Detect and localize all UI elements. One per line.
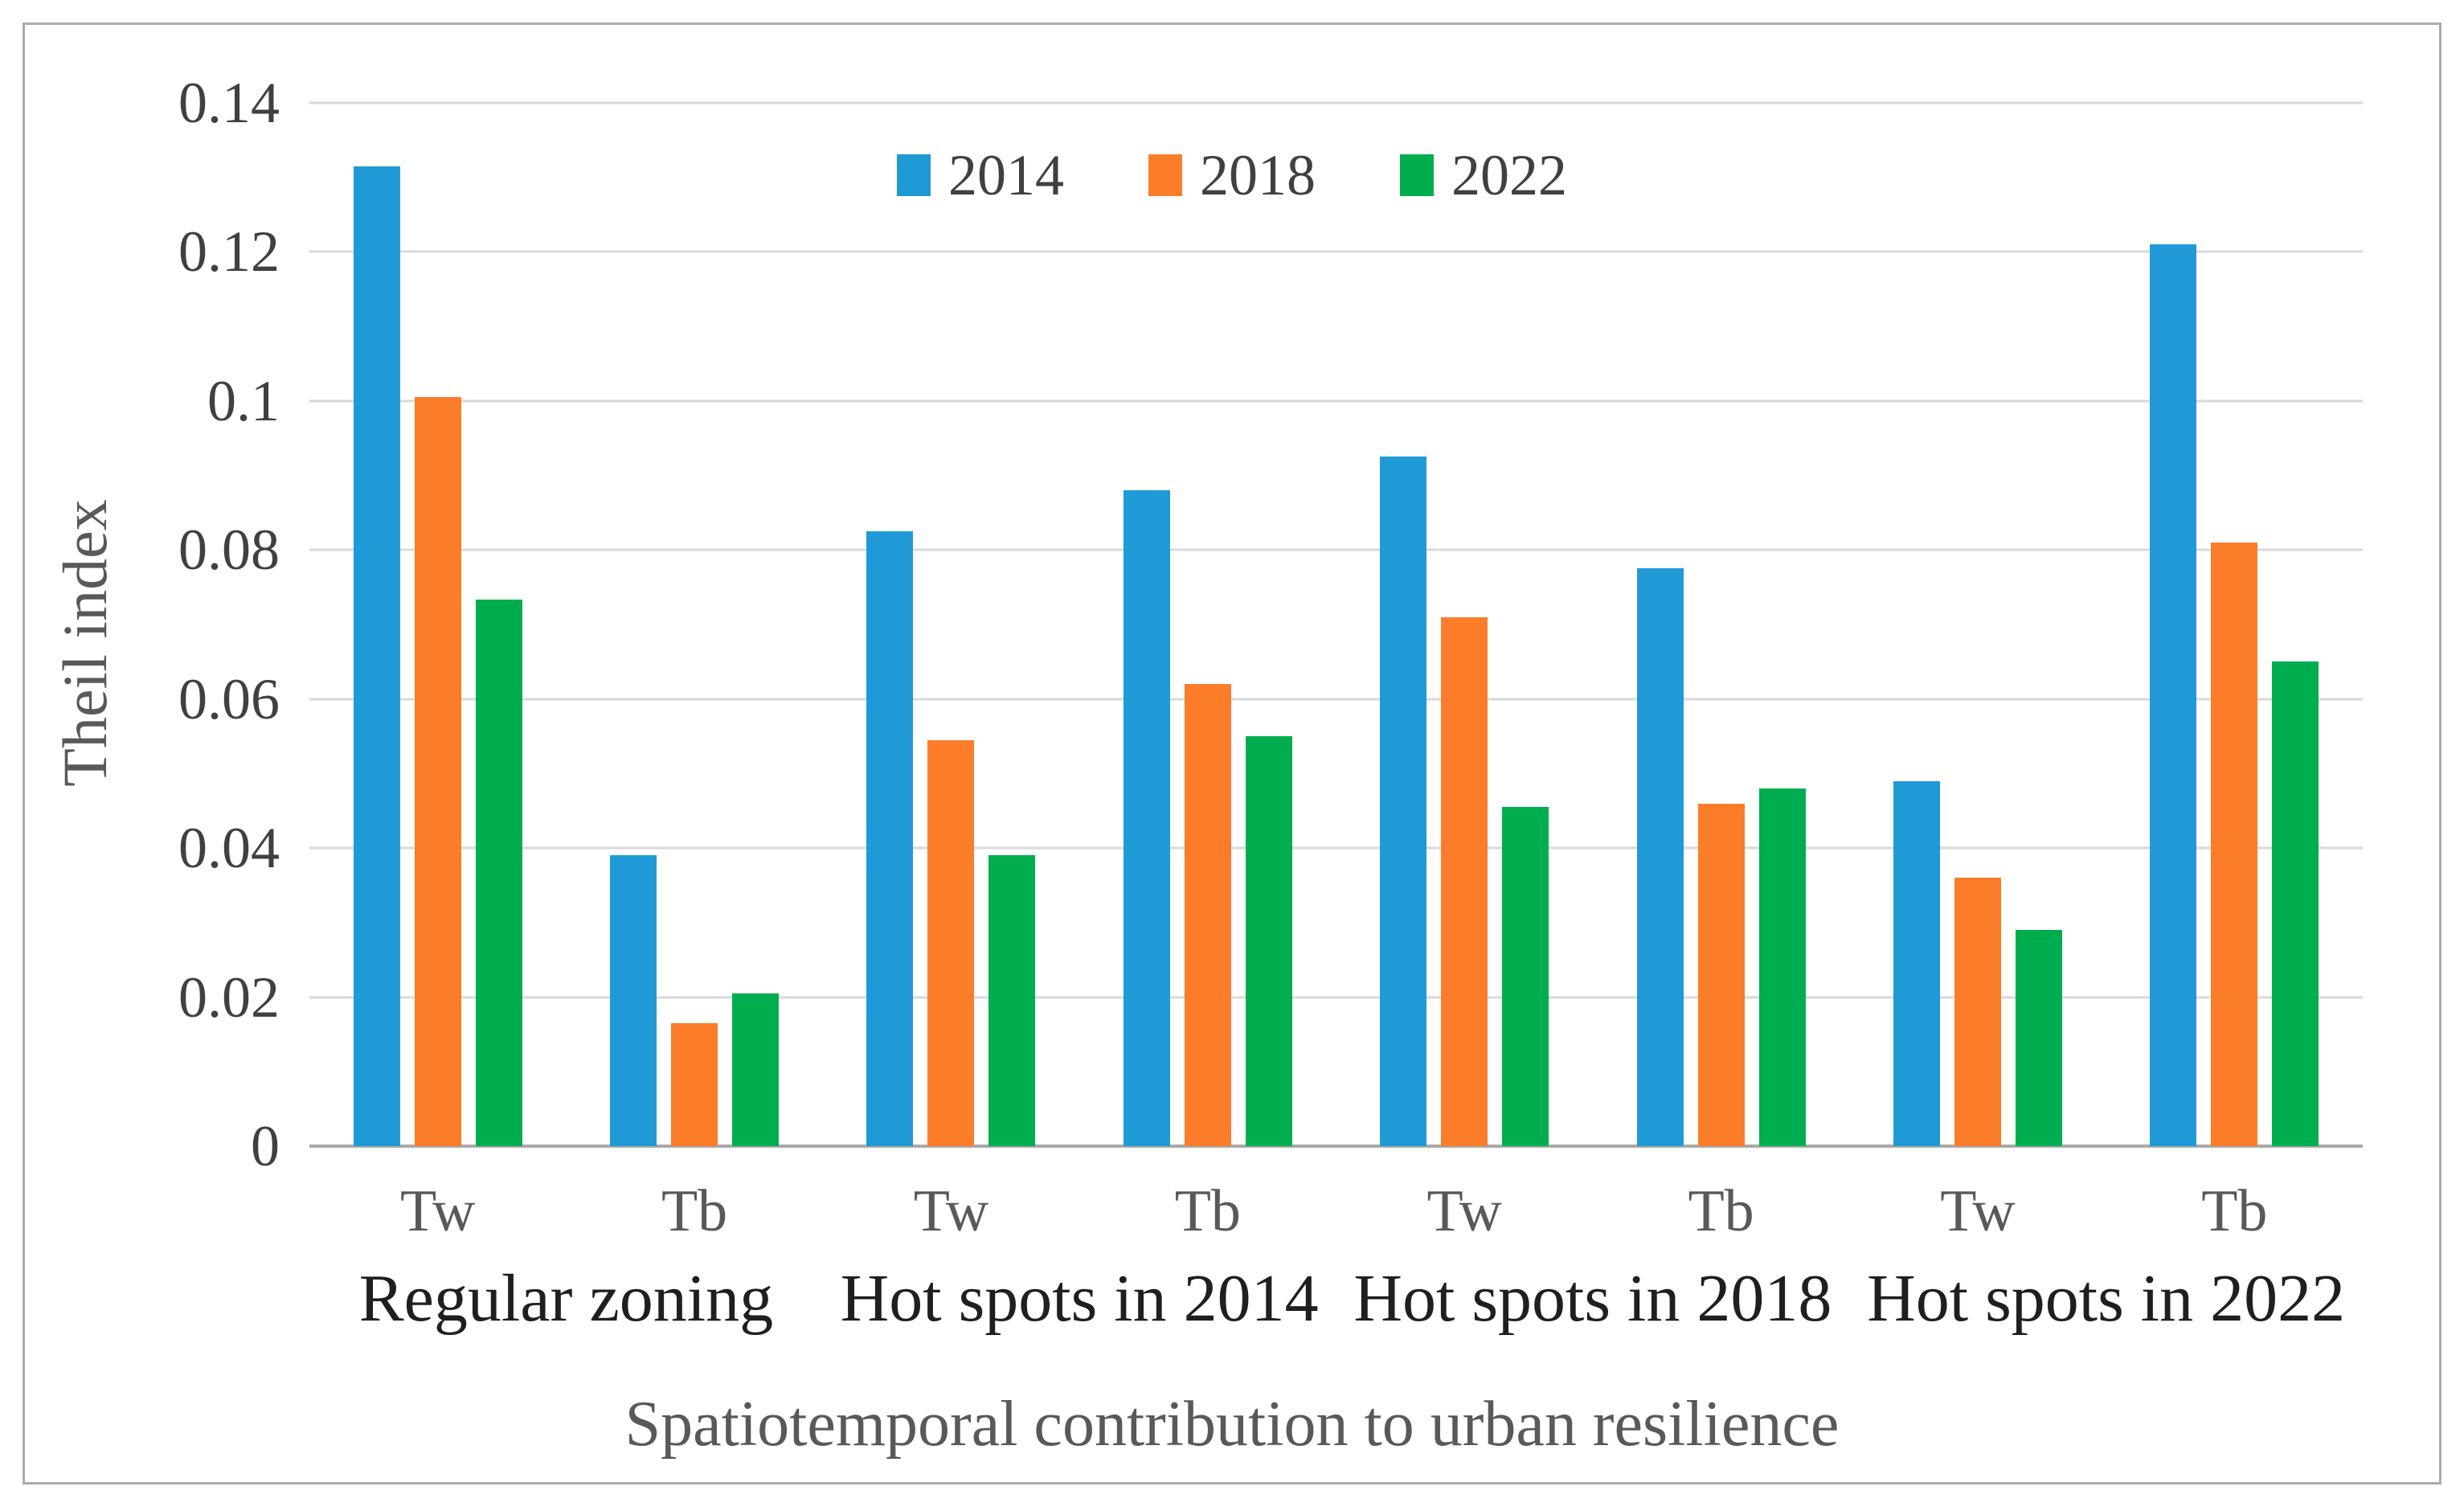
bar-2022 xyxy=(2272,661,2319,1146)
plot-area xyxy=(309,101,2363,1148)
bar-2022 xyxy=(475,600,522,1146)
y-tick-label: 0.12 xyxy=(178,219,280,285)
x-tick-label: Tw xyxy=(399,1178,476,1244)
x-tick-label: Tw xyxy=(1940,1178,2016,1244)
x-tick-label: Tw xyxy=(1426,1178,1502,1244)
y-axis-tick-labels: 0.14 0.12 0.1 0.08 0.06 0.04 0.02 0 xyxy=(0,71,280,1178)
legend-swatch-icon xyxy=(1400,154,1434,196)
x-tick-label: Tb xyxy=(1174,1178,1241,1244)
category-label: Regular zoning xyxy=(358,1261,774,1336)
bar-2018 xyxy=(2211,543,2258,1146)
y-tick-label: 0.06 xyxy=(178,666,280,731)
bar-2022 xyxy=(1758,788,1806,1146)
bar-2014 xyxy=(1380,457,1427,1146)
bar-2018 xyxy=(927,739,975,1146)
legend-label: 2018 xyxy=(1200,143,1316,207)
bar-2018 xyxy=(414,397,461,1146)
bar-2022 xyxy=(988,855,1036,1146)
bar-2014 xyxy=(1893,780,1940,1146)
gridline xyxy=(309,846,2363,850)
category-label: Hot spots in 2014 xyxy=(840,1261,1319,1336)
bar-2022 xyxy=(2015,930,2062,1146)
bars-row xyxy=(309,103,2363,1146)
bar-2014 xyxy=(353,166,400,1146)
x-axis-title: Spatiotemporal contribution to urban res… xyxy=(624,1389,1840,1460)
bar-2018 xyxy=(671,1023,718,1146)
gridline xyxy=(309,996,2363,999)
x-axis-subtick-labels: Tw Tb Tw Tb Tw Tb Tw Tb xyxy=(309,1175,2363,1247)
legend-item-2018: 2018 xyxy=(1148,146,1316,204)
bar-cluster xyxy=(309,103,566,1146)
bar-2014 xyxy=(2150,244,2197,1146)
x-axis-category-labels: Regular zoning Hot spots in 2014 Hot spots… xyxy=(309,1257,2363,1341)
bar-cluster xyxy=(2106,103,2363,1146)
y-tick-label: 0.14 xyxy=(178,71,280,135)
x-tick-label: Tw xyxy=(913,1178,989,1244)
bar-cluster xyxy=(823,103,1079,1146)
legend-swatch-icon xyxy=(897,154,931,196)
bar-2014 xyxy=(1636,568,1684,1146)
legend-swatch-icon xyxy=(1148,154,1182,196)
legend-item-2022: 2022 xyxy=(1400,146,1567,204)
gridline xyxy=(309,250,2363,253)
bar-2018 xyxy=(1954,878,2001,1146)
gridline xyxy=(309,548,2363,551)
x-tick-label: Tb xyxy=(1688,1178,1754,1244)
y-tick-label: 0.02 xyxy=(178,964,280,1030)
legend-label: 2022 xyxy=(1451,143,1567,207)
bar-cluster xyxy=(566,103,822,1146)
y-tick-label: 0 xyxy=(251,1114,280,1178)
bar-cluster xyxy=(1336,103,1593,1146)
x-tick-label: Tb xyxy=(2201,1178,2268,1244)
bar-cluster xyxy=(1849,103,2106,1146)
y-tick-label: 0.04 xyxy=(178,816,280,881)
y-tick-label: 0.08 xyxy=(178,518,280,583)
bar-2022 xyxy=(732,993,780,1146)
x-tick-label: Tb xyxy=(661,1178,728,1244)
legend-label: 2014 xyxy=(948,143,1064,207)
bar-2014 xyxy=(1123,490,1170,1146)
gridline xyxy=(309,101,2363,104)
bar-2022 xyxy=(1502,807,1549,1146)
gridline xyxy=(309,399,2363,403)
bar-2022 xyxy=(1245,736,1292,1146)
x-axis-line xyxy=(309,1145,2363,1148)
bar-2018 xyxy=(1441,616,1488,1146)
category-label: Hot spots in 2018 xyxy=(1353,1261,1832,1336)
gridline xyxy=(309,698,2363,701)
category-label: Hot spots in 2022 xyxy=(1867,1261,2346,1336)
bar-cluster xyxy=(1079,103,1336,1146)
bar-2014 xyxy=(610,855,657,1146)
bar-2014 xyxy=(866,531,914,1146)
legend-item-2014: 2014 xyxy=(897,146,1064,204)
bar-cluster xyxy=(1593,103,1849,1146)
bar-2018 xyxy=(1184,684,1231,1146)
bar-2018 xyxy=(1697,803,1745,1146)
y-tick-label: 0.1 xyxy=(207,368,280,433)
legend: 2014 2018 2022 xyxy=(0,146,2464,204)
